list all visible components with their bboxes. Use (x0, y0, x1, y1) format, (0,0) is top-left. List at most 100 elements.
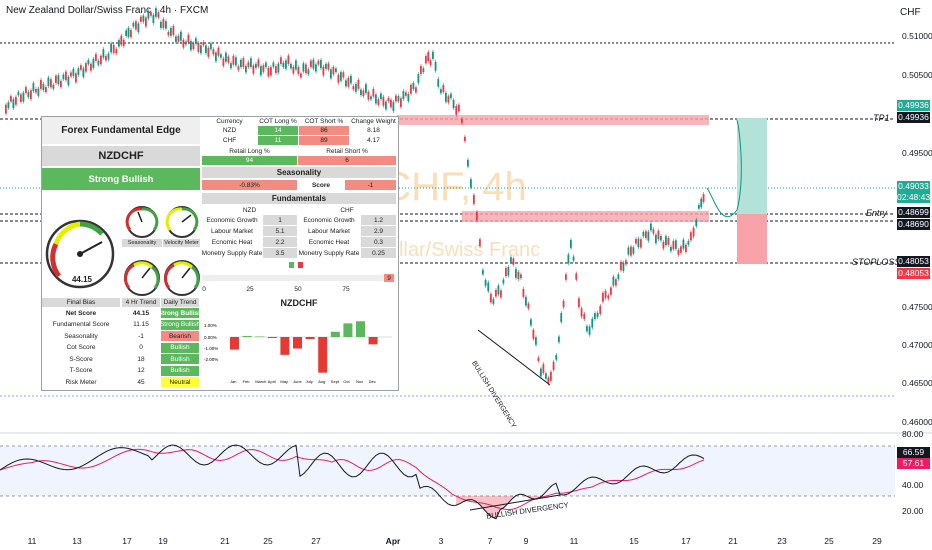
season-month-label: Dec (369, 379, 376, 384)
candle-body (77, 68, 80, 75)
candle-body (500, 290, 502, 298)
fund-ccy-nzd: NZD (242, 206, 257, 214)
candle-body (75, 73, 77, 83)
candle-body (415, 87, 417, 93)
price-tag: 0.48053 (897, 268, 930, 279)
bias-label: Cot Score (66, 344, 96, 351)
season-month-label: Aug (318, 379, 325, 384)
candle-body (570, 240, 572, 248)
gauges (45, 206, 200, 296)
trend-daily-gauge-icon (164, 260, 200, 296)
season-month-label: Nov (356, 379, 363, 384)
bias-label: Seasonality (64, 332, 98, 340)
candle-body (610, 287, 612, 295)
season-bar (242, 335, 252, 337)
gauge-value: 44.15 (71, 274, 93, 284)
season-month-label: June (293, 379, 302, 384)
candle-body (410, 84, 412, 94)
candle-body (20, 94, 22, 102)
retail-long-value: 94 (202, 156, 297, 165)
candle-body (487, 282, 490, 292)
projection-path (706, 119, 742, 218)
candle-body (667, 237, 670, 245)
candle-body (280, 57, 282, 65)
cot-cell: 8.18 (367, 127, 380, 134)
candle-body (65, 71, 67, 81)
candle-body (47, 77, 50, 87)
candle-body (588, 326, 591, 335)
candle-body (550, 371, 552, 381)
candle-body (662, 241, 665, 249)
season-month-label: Feb (243, 379, 251, 384)
price-axis-label: 0.46000 (902, 417, 932, 427)
candle-body (127, 27, 130, 37)
season-bar (230, 337, 239, 350)
price-tag: 0.49033 (897, 181, 930, 192)
season-bar (280, 337, 290, 355)
candle-body (180, 31, 182, 41)
candle-body (505, 267, 507, 277)
candle-body (355, 83, 357, 92)
candle-body (165, 21, 167, 29)
candle-body (476, 211, 478, 221)
bias-label: Strong Bullish (42, 168, 200, 190)
candle-body (227, 56, 230, 63)
candle-body (395, 95, 397, 102)
candle-body (578, 298, 580, 308)
price-axis-label: 0.46500 (902, 378, 932, 388)
candle-body (60, 80, 62, 88)
candle-body (80, 65, 82, 70)
bias-value: 18 (137, 355, 145, 363)
candle-body (527, 303, 530, 309)
price-divergence-line (477, 329, 551, 386)
currency-label[interactable]: CHF (900, 7, 921, 18)
candle-body (437, 79, 440, 87)
date-label: 3 (438, 536, 444, 546)
price-tag: 0.49936 (897, 100, 930, 111)
price-tag: 0.48053 (897, 256, 930, 267)
candle-body (607, 295, 610, 299)
candle-body (432, 51, 434, 59)
candle-body (152, 14, 155, 23)
candle-body (272, 62, 275, 67)
candle-body (185, 41, 187, 45)
candle-body (242, 58, 245, 68)
entry-label: Entry (866, 208, 888, 218)
candle-body (167, 31, 170, 36)
candle-body (604, 290, 607, 298)
date-label: 11 (27, 536, 37, 546)
candle-body (412, 82, 415, 90)
candle-body (190, 41, 192, 50)
score-scale-bar (202, 275, 396, 281)
candle-body (337, 74, 340, 83)
candle-body (140, 16, 142, 22)
candle-body (392, 101, 395, 111)
fund-value: 2.2 (263, 237, 297, 247)
candle-body (350, 75, 352, 84)
candle-body (327, 63, 330, 70)
date-label: 23 (777, 536, 787, 546)
candle-body (102, 49, 105, 58)
candle-body (665, 236, 667, 246)
bias-value: 44.15 (132, 309, 150, 317)
candle-body (27, 91, 30, 98)
candle-body (122, 39, 125, 47)
stop-loss-zone (737, 214, 767, 264)
scale-marker-green (289, 262, 294, 268)
candle-body (82, 68, 85, 77)
candle-body (252, 65, 255, 74)
candle-body (560, 313, 563, 323)
candle-body (672, 240, 675, 250)
candle-body (422, 68, 425, 73)
candle-body (170, 27, 172, 36)
candle-body (215, 52, 217, 62)
candle-body (652, 229, 655, 234)
candle-body (235, 57, 237, 66)
candle-body (95, 54, 97, 61)
chart-title: New Zealand Dollar/Swiss Franc · 4h · FX… (6, 5, 209, 16)
candle-body (530, 319, 532, 326)
candle-body (52, 84, 55, 89)
candle-body (429, 60, 432, 66)
